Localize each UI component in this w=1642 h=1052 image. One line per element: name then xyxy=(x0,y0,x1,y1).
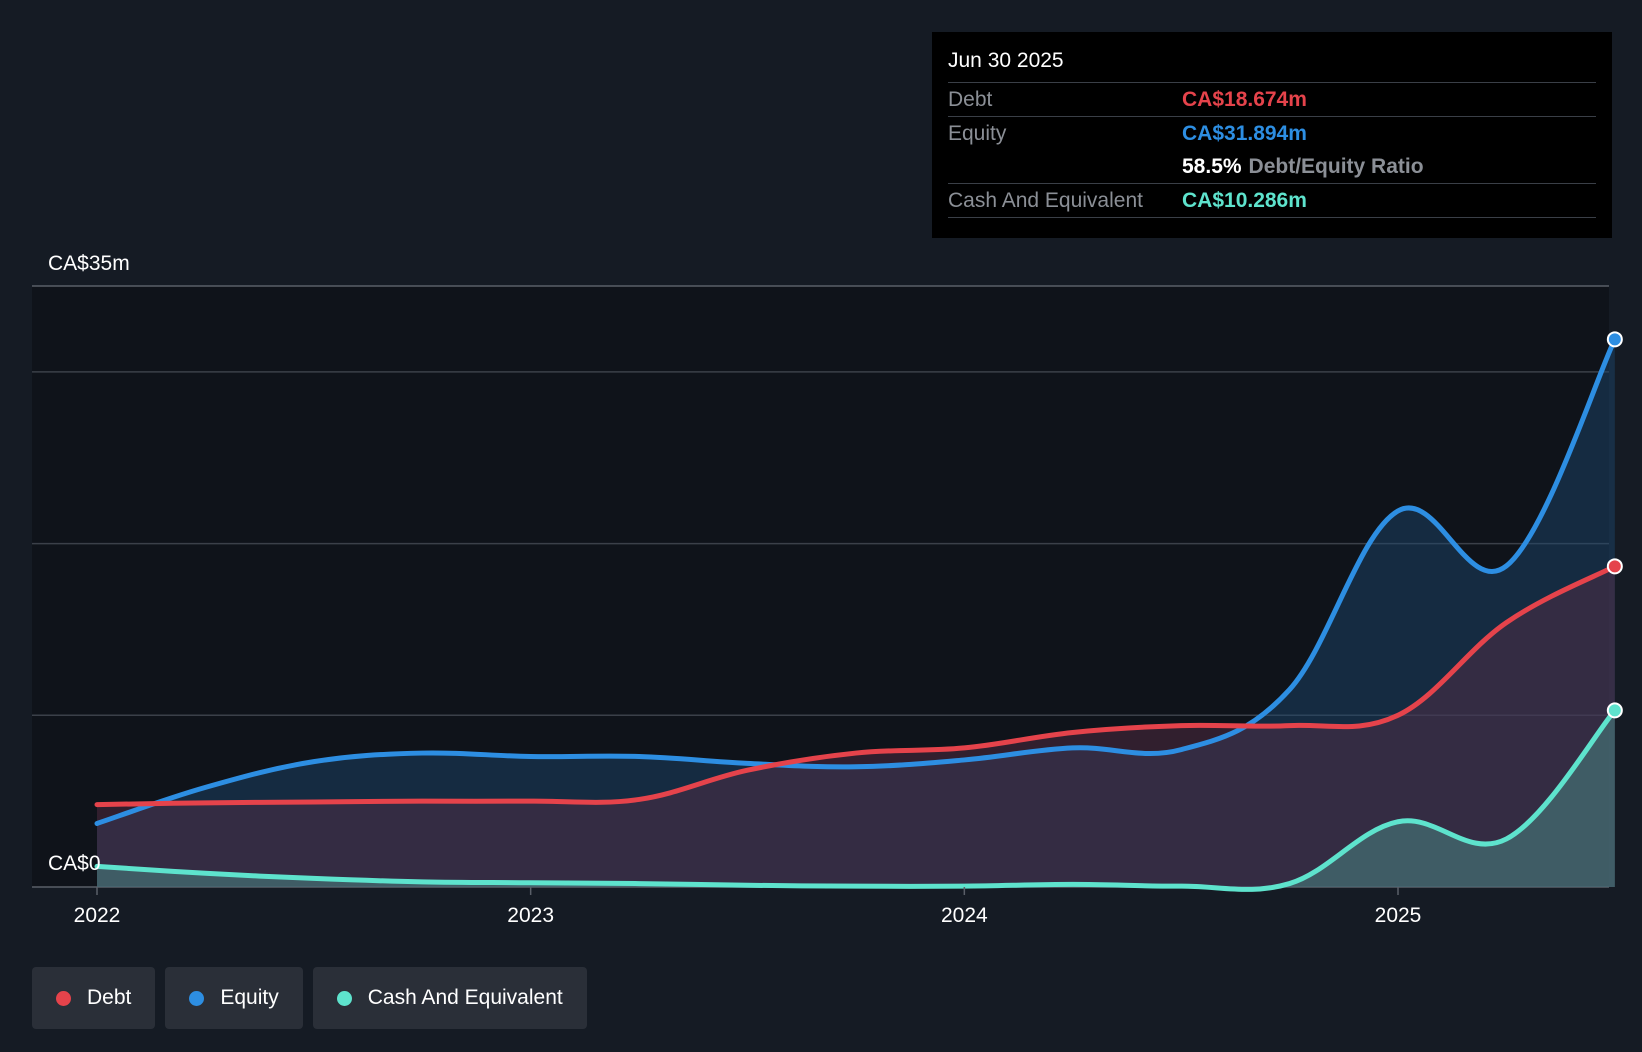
tooltip-cash-label: Cash And Equivalent xyxy=(948,188,1143,212)
y-axis-max-label: CA$35m xyxy=(48,252,130,275)
tooltip-equity-row: Equity CA$31.894m xyxy=(948,117,1596,150)
x-tick-label: 2024 xyxy=(941,904,988,927)
hover-tooltip: Jun 30 2025 Debt CA$18.674m Equity CA$31… xyxy=(932,32,1612,238)
tooltip-equity-value: CA$31.894m xyxy=(1182,121,1307,145)
tooltip-date: Jun 30 2025 xyxy=(948,46,1596,83)
tooltip-ratio-value: 58.5% xyxy=(1182,154,1242,178)
tooltip-cash-value: CA$10.286m xyxy=(1182,188,1307,212)
tooltip-debt-row: Debt CA$18.674m xyxy=(948,83,1596,117)
x-tick-label: 2025 xyxy=(1375,904,1422,927)
series-areas xyxy=(97,339,1615,890)
legend-label: Equity xyxy=(220,986,279,1009)
area-cash xyxy=(97,710,1615,890)
legend-dot-icon xyxy=(189,990,205,1006)
y-axis-min-label: CA$0 xyxy=(48,852,101,875)
axis-labels: CA$35m CA$0 2022 2023 2024 2025 xyxy=(48,252,1421,927)
legend-label: Debt xyxy=(87,986,132,1009)
tooltip-debt-label: Debt xyxy=(948,87,993,111)
series-end-markers xyxy=(1606,331,1623,719)
legend-item-equity[interactable]: Equity xyxy=(165,967,303,1029)
line-cash xyxy=(94,707,1618,892)
series-lines xyxy=(94,336,1618,892)
tooltip-ratio-label: Debt/Equity Ratio xyxy=(1248,154,1424,178)
tooltip-equity-label: Equity xyxy=(948,121,1007,145)
legend-dot-icon xyxy=(336,990,352,1006)
tooltip-cash-row: Cash And Equivalent CA$10.286m xyxy=(948,184,1596,218)
area-equity xyxy=(97,339,1615,887)
end-marker-equity xyxy=(1606,331,1623,348)
legend-item-cash[interactable]: Cash And Equivalent xyxy=(312,967,587,1029)
legend-label: Cash And Equivalent xyxy=(367,986,563,1009)
x-tick-label: 2023 xyxy=(507,904,554,927)
tooltip-debt-value: CA$18.674m xyxy=(1182,87,1307,111)
line-debt xyxy=(94,563,1618,808)
legend-dot-icon xyxy=(56,990,71,1006)
chart-legend: Debt Equity Cash And Equivalent xyxy=(32,967,587,1029)
area-debt xyxy=(97,566,1615,887)
x-tick-label: 2022 xyxy=(74,904,121,927)
tooltip-ratio-row: 58.5% Debt/Equity Ratio xyxy=(948,150,1596,184)
legend-item-debt[interactable]: Debt xyxy=(32,967,156,1029)
end-marker-debt xyxy=(1606,558,1623,575)
line-equity xyxy=(94,336,1618,826)
end-marker-cash xyxy=(1606,702,1623,719)
